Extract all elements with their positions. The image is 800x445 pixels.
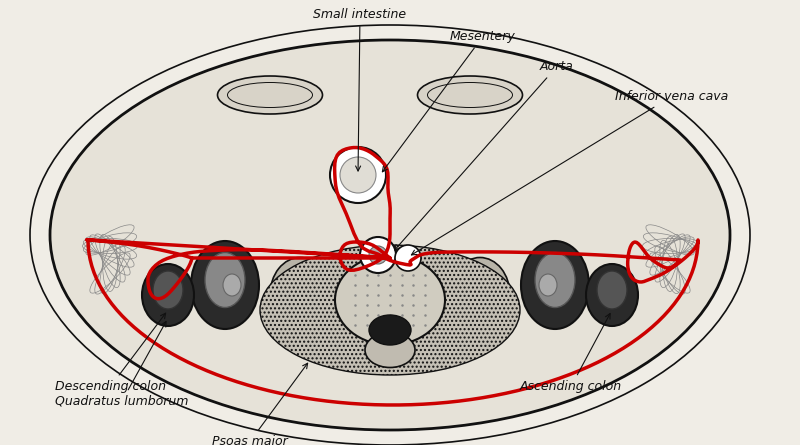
Text: Quadratus lumborum: Quadratus lumborum	[55, 322, 188, 408]
Ellipse shape	[586, 264, 638, 326]
Ellipse shape	[191, 241, 259, 329]
Ellipse shape	[418, 76, 522, 114]
Ellipse shape	[50, 40, 730, 430]
Ellipse shape	[597, 271, 627, 309]
Ellipse shape	[521, 241, 589, 329]
Text: Aorta: Aorta	[394, 60, 574, 250]
Circle shape	[395, 245, 421, 271]
Ellipse shape	[270, 258, 330, 332]
Text: Inferior vena cava: Inferior vena cava	[411, 90, 728, 255]
Ellipse shape	[260, 245, 520, 375]
Ellipse shape	[535, 252, 575, 307]
Text: Mesentery: Mesentery	[382, 30, 516, 172]
Ellipse shape	[335, 255, 445, 345]
Ellipse shape	[153, 271, 183, 309]
Ellipse shape	[440, 275, 500, 315]
Text: Small intestine: Small intestine	[314, 8, 406, 171]
Ellipse shape	[218, 76, 322, 114]
Text: Descending colon: Descending colon	[55, 313, 166, 393]
Circle shape	[369, 246, 387, 264]
Ellipse shape	[223, 274, 241, 296]
Ellipse shape	[142, 264, 194, 326]
Text: Ascending colon: Ascending colon	[520, 314, 622, 393]
Ellipse shape	[280, 275, 340, 315]
Text: Psoas major: Psoas major	[212, 363, 308, 445]
Ellipse shape	[539, 274, 557, 296]
Ellipse shape	[365, 332, 415, 368]
Ellipse shape	[369, 315, 411, 345]
Circle shape	[340, 157, 376, 193]
Ellipse shape	[205, 252, 245, 307]
Circle shape	[330, 147, 386, 203]
Ellipse shape	[450, 258, 510, 332]
Circle shape	[360, 237, 396, 273]
